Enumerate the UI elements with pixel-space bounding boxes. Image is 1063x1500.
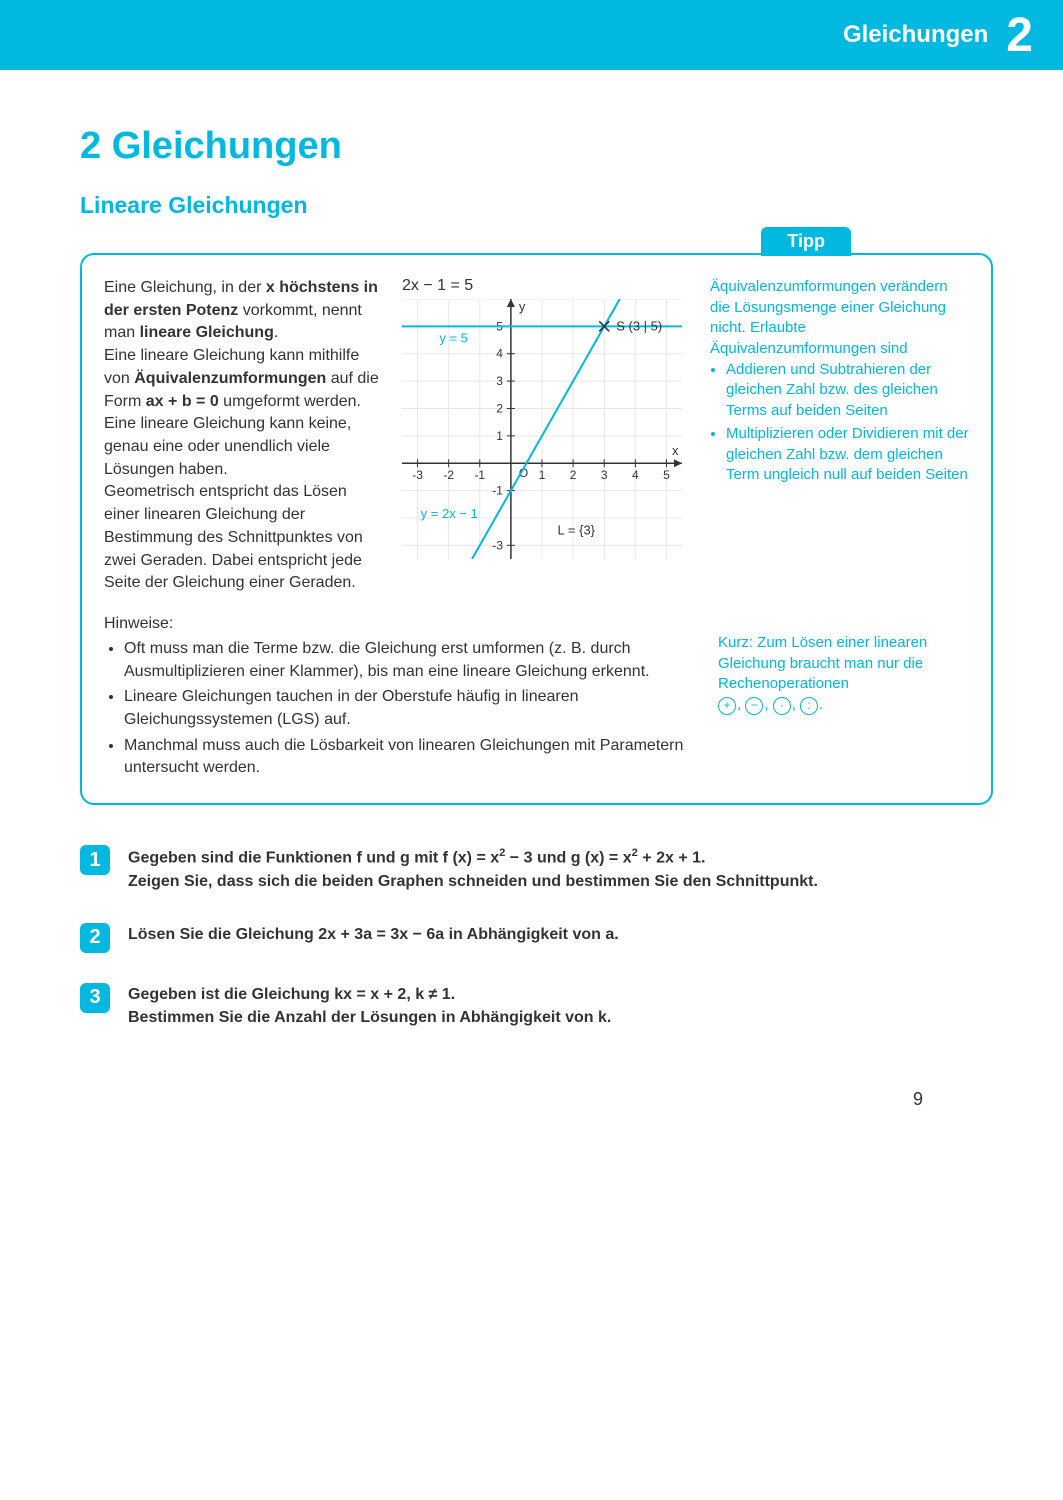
hints-side-text: Kurz: Zum Lösen einer linearen Gleichung… [718, 634, 927, 692]
svg-text:3: 3 [496, 374, 503, 388]
hint-item: Oft muss man die Terme bzw. die Gleichun… [124, 638, 700, 683]
hints-block: Hinweise: Oft muss man die Terme bzw. di… [104, 613, 700, 783]
svg-text:S (3 | 5): S (3 | 5) [616, 318, 662, 333]
svg-text:3: 3 [601, 468, 608, 482]
section-heading: Lineare Gleichungen [80, 192, 993, 219]
operation-icon: + [718, 697, 736, 715]
svg-text:-1: -1 [474, 468, 485, 482]
operation-icon: − [745, 697, 763, 715]
exercise: 3 Gegeben ist die Gleichung kx = x + 2, k… [80, 983, 993, 1029]
header-chapter-number: 2 [1006, 8, 1033, 63]
exercise-number: 2 [80, 923, 110, 953]
hint-item: Lineare Gleichungen tauchen in der Obers… [124, 686, 700, 731]
tip-bullet: Addieren und Subtrahieren der gleichen Z… [726, 360, 969, 422]
chapter-heading: 2 Gleichungen [80, 125, 993, 168]
linear-equation-graph: -3-2-112345-3-112345Oxyy = 5y = 2x − 1S … [402, 299, 682, 559]
definition-text: Eine Gleichung, in der x höchstens in de… [104, 277, 384, 595]
svg-text:y = 5: y = 5 [439, 330, 468, 345]
operation-icon: : [800, 697, 818, 715]
hints-list: Oft muss man die Terme bzw. die Gleichun… [104, 638, 700, 780]
svg-text:1: 1 [496, 429, 503, 443]
tip-intro: Äquivalenzumformungen verändern die Lösu… [710, 277, 969, 360]
svg-text:5: 5 [663, 468, 670, 482]
svg-text:x: x [672, 443, 679, 458]
exercise-text: Gegeben sind die Funktionen f und g mit … [128, 845, 818, 893]
exercise: 1 Gegeben sind die Funktionen f und g mit… [80, 845, 993, 893]
svg-text:-2: -2 [443, 468, 454, 482]
svg-text:-1: -1 [492, 484, 503, 498]
svg-text:4: 4 [496, 347, 503, 361]
exercise-text: Gegeben ist die Gleichung kx = x + 2, k … [128, 983, 611, 1029]
operation-icon: · [773, 697, 791, 715]
hints-side: Kurz: Zum Lösen einer linearen Gleichung… [718, 613, 969, 783]
exercise-number: 1 [80, 845, 110, 875]
page-number: 9 [80, 1089, 993, 1110]
svg-text:y = 2x − 1: y = 2x − 1 [421, 506, 478, 521]
svg-text:-3: -3 [492, 538, 503, 552]
tip-box: Tipp Eine Gleichung, in der x höchstens … [80, 253, 993, 805]
tip-side-text: Äquivalenzumformungen verändern die Lösu… [710, 277, 969, 595]
exercise-text: Lösen Sie die Gleichung 2x + 3a = 3x − 6… [128, 923, 619, 946]
svg-text:y: y [519, 299, 526, 314]
exercises-section: 1 Gegeben sind die Funktionen f und g mit… [80, 845, 993, 1029]
operation-icons: +, −, ·, : [718, 696, 819, 713]
svg-text:2: 2 [496, 401, 503, 415]
exercise-number: 3 [80, 983, 110, 1013]
svg-text:4: 4 [632, 468, 639, 482]
header-title: Gleichungen [843, 21, 988, 49]
svg-text:2: 2 [570, 468, 577, 482]
tip-tab: Tipp [761, 227, 851, 256]
graph-container: 2x − 1 = 5 -3-2-112345-3-112345Oxyy = 5y… [402, 277, 692, 595]
hint-item: Manchmal muss auch die Lösbarkeit von li… [124, 735, 700, 780]
svg-text:-3: -3 [412, 468, 423, 482]
hints-heading: Hinweise: [104, 613, 700, 636]
svg-text:L = {3}: L = {3} [558, 522, 596, 537]
tip-bullet-list: Addieren und Subtrahieren der gleichen Z… [710, 360, 969, 486]
tip-bullet: Multiplizieren oder Dividieren mit der g… [726, 424, 969, 486]
exercise: 2 Lösen Sie die Gleichung 2x + 3a = 3x − … [80, 923, 993, 953]
graph-equation-title: 2x − 1 = 5 [402, 277, 692, 295]
page-header: Gleichungen 2 [0, 0, 1063, 70]
svg-text:1: 1 [539, 468, 546, 482]
